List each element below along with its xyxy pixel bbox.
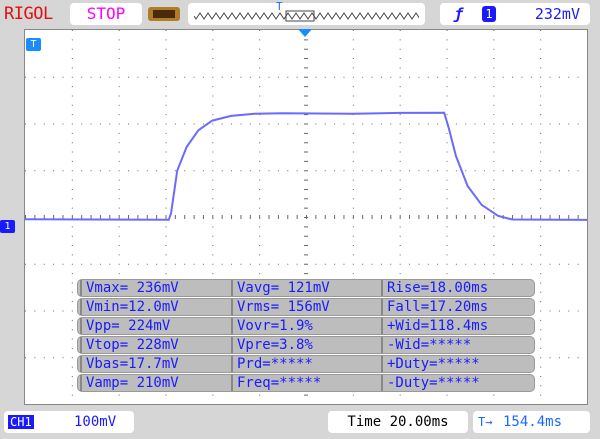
battery-icon (148, 7, 180, 21)
channel1-scale[interactable]: CH1 100mV (4, 411, 134, 433)
measurement-value: Rise=18.00ms (381, 280, 488, 296)
measurement-row: Vpp= 224mV Vovr=1.9% +Wid=118.4ms (77, 317, 535, 335)
measurement-row: Vamp= 210mV Freq=***** -Duty=***** (77, 374, 535, 392)
measurement-value: Vbas=17.7mV (80, 356, 179, 372)
measurement-value: Fall=17.20ms (381, 299, 488, 315)
timebase-readout[interactable]: Time 20.00ms (328, 411, 468, 433)
measurement-row: Vmax= 236mV Vavg= 121mV Rise=18.00ms (77, 279, 535, 297)
measurement-row: Vmin=12.0mV Vrms= 156mV Fall=17.20ms (77, 298, 535, 316)
measurement-value: Vavg= 121mV (231, 280, 330, 296)
measurement-value: Vrms= 156mV (231, 299, 330, 315)
trigger-status[interactable]: ƒ 1 232mV (440, 3, 590, 25)
measurement-value: Vpp= 224mV (80, 318, 170, 334)
memory-trigger-marker: T (276, 0, 283, 13)
measurement-value: Vpre=3.8% (231, 337, 313, 353)
trigger-offset-value: 154.4ms (503, 414, 563, 430)
trigger-offset-readout[interactable]: T→ 154.4ms (473, 411, 590, 433)
measurement-value: Vtop= 228mV (80, 337, 179, 353)
channel1-trace (24, 111, 588, 221)
memory-depth-bar: T (188, 0, 425, 25)
measurement-value: -Wid=***** (381, 337, 471, 353)
trigger-level: 232mV (534, 5, 580, 23)
rising-edge-icon: ƒ (454, 5, 464, 23)
measurement-row: Vtop= 228mV Vpre=3.8% -Wid=***** (77, 336, 535, 354)
measurement-value: Prd=***** (231, 356, 313, 372)
memory-waveform-icon (194, 10, 419, 22)
brand-logo: RIGOL (4, 4, 53, 24)
trigger-level-marker[interactable]: T (26, 38, 41, 51)
channel-label: CH1 (8, 415, 34, 429)
timebase-value: 20.00ms (389, 414, 449, 430)
measurement-value: Freq=***** (231, 375, 321, 391)
measurement-value: +Duty=***** (381, 356, 480, 372)
measurement-value: Vmax= 236mV (80, 280, 179, 296)
channel1-ground-marker[interactable]: 1 (0, 220, 15, 233)
trigger-offset-icon: T→ (478, 415, 493, 429)
measurement-row: Vbas=17.7mV Prd=***** +Duty=***** (77, 355, 535, 373)
run-stop-status[interactable]: STOP (70, 3, 142, 25)
measurement-value: Vamp= 210mV (80, 375, 179, 391)
trigger-position-marker[interactable] (298, 29, 312, 37)
measurement-value: -Duty=***** (381, 375, 480, 391)
time-label: Time (347, 414, 382, 430)
vertical-scale: 100mV (74, 414, 117, 430)
trigger-source-badge: 1 (482, 6, 496, 22)
measurement-value: Vovr=1.9% (231, 318, 313, 334)
graticule (24, 30, 588, 396)
measurement-value: Vmin=12.0mV (80, 299, 179, 315)
measurement-value: +Wid=118.4ms (381, 318, 488, 334)
